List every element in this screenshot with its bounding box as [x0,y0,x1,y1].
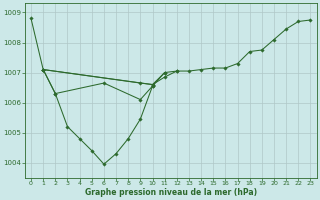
X-axis label: Graphe pression niveau de la mer (hPa): Graphe pression niveau de la mer (hPa) [85,188,257,197]
